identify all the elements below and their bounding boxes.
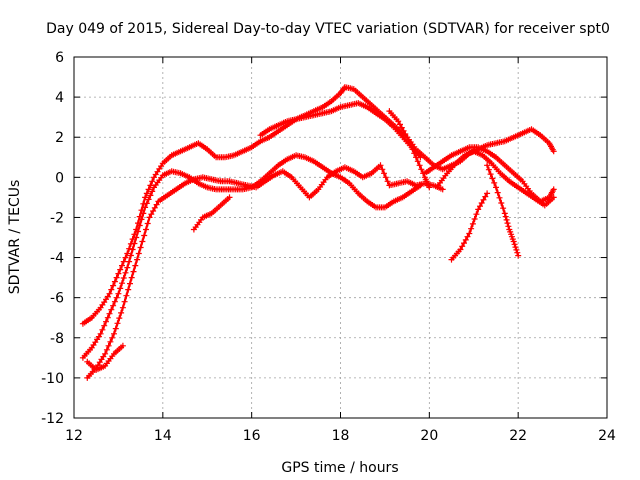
series-arc-11	[484, 162, 522, 259]
x-tick-label: 16	[243, 428, 261, 444]
series-arc-9	[435, 148, 557, 209]
series-line	[86, 164, 444, 379]
y-tick-label: -2	[50, 210, 64, 226]
y-tick-label: -8	[50, 331, 64, 347]
x-ticks: 12 14 16 18 20 22 24	[65, 57, 616, 444]
y-tick-label: 2	[55, 130, 64, 146]
series-markers	[421, 144, 557, 205]
y-tick-label: 4	[55, 90, 64, 106]
x-axis-label: GPS time / hours	[281, 460, 398, 476]
grid-lines	[74, 57, 607, 418]
x-tick-label: 14	[154, 428, 172, 444]
x-tick-label: 24	[598, 428, 616, 444]
x-tick-label: 18	[332, 428, 350, 444]
plot-frame	[73, 56, 608, 419]
series-markers	[84, 342, 126, 373]
series-markers	[257, 100, 424, 161]
x-tick-label: 12	[65, 428, 83, 444]
series-line	[259, 102, 422, 159]
series-markers	[190, 194, 233, 233]
series-arc-4	[84, 342, 126, 373]
series-arc-6	[257, 100, 424, 161]
series-line	[388, 110, 555, 171]
x-tick-label: 20	[420, 428, 438, 444]
series-markers	[84, 162, 446, 381]
y-tick-label: -4	[50, 251, 64, 267]
series-arc-10	[448, 190, 491, 263]
y-tick-label: -12	[41, 411, 64, 427]
series-arc-7	[386, 108, 557, 173]
series-arc-3	[84, 162, 446, 381]
series-markers	[448, 190, 491, 263]
y-tick-label: 6	[55, 50, 64, 66]
series-markers	[386, 108, 557, 173]
chart-title: Day 049 of 2015, Sidereal Day-to-day VTE…	[46, 21, 610, 37]
y-tick-label: -10	[41, 371, 64, 387]
y-axis-label: SDTVAR / TECUs	[7, 180, 23, 295]
series-markers	[435, 148, 557, 209]
y-tick-label: -6	[50, 291, 64, 307]
plot-series	[79, 84, 557, 381]
x-tick-label: 22	[509, 428, 527, 444]
y-tick-label: 0	[55, 170, 64, 186]
series-markers	[79, 152, 424, 361]
y-ticks: -12 -10 -8 -6 -4 -2 0 2 4 6	[41, 50, 607, 427]
series-markers	[484, 162, 522, 259]
series-arc-5	[190, 194, 233, 233]
